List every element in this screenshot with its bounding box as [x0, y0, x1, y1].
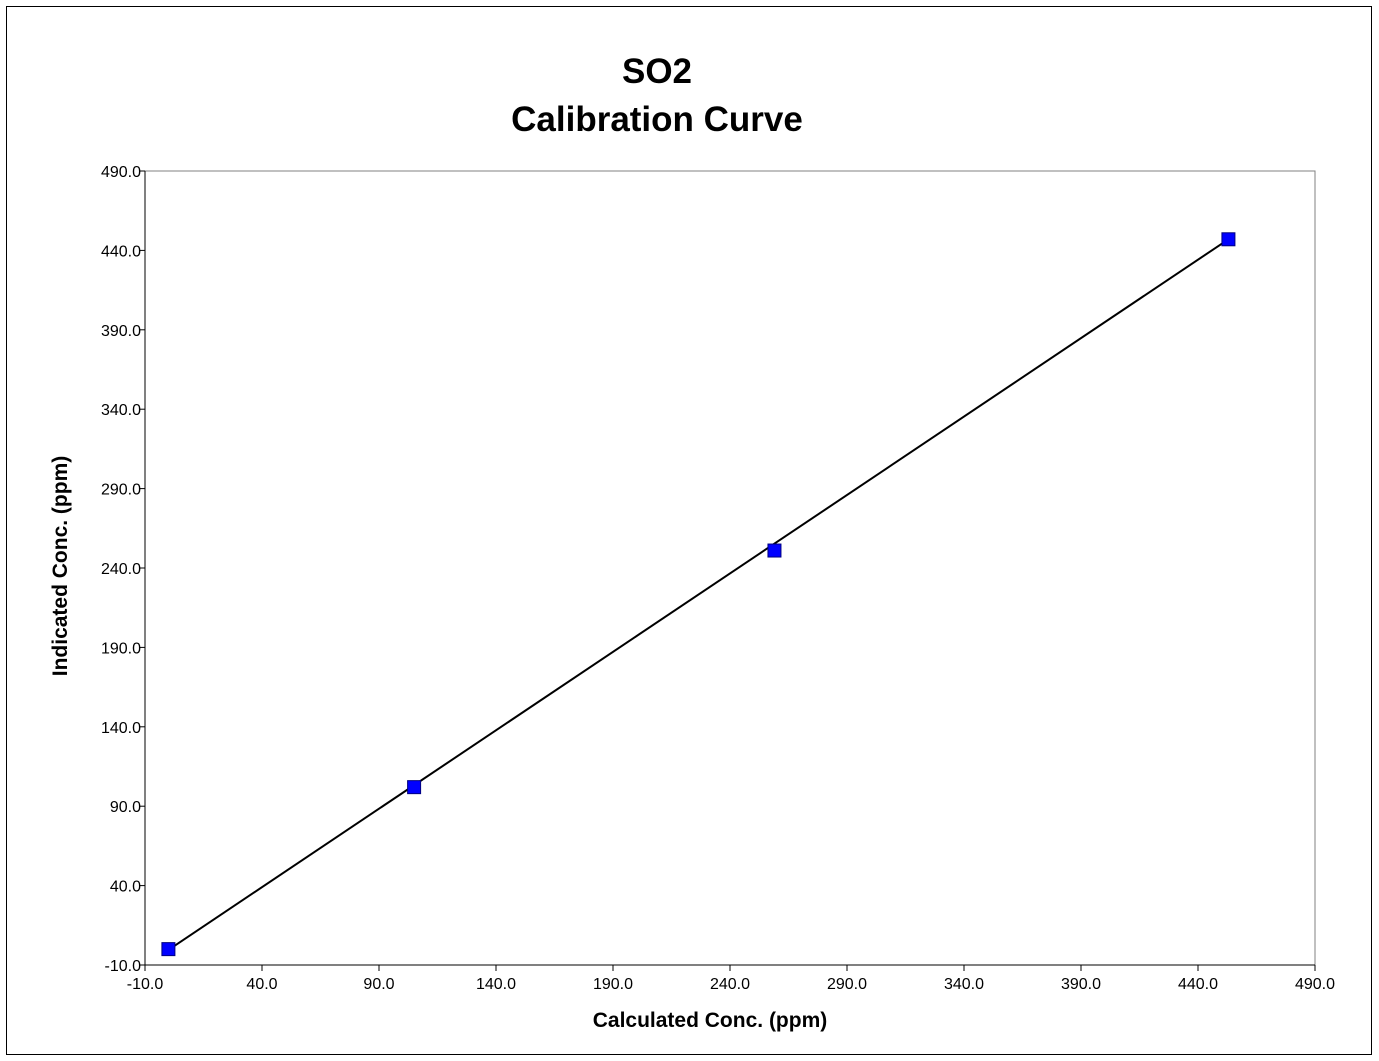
y-tick-label: 290.0 — [101, 482, 141, 499]
y-tick-label: 490.0 — [101, 164, 141, 181]
chart-title-line-1: SO2 — [622, 52, 692, 91]
y-axis-ticks: -10.0 40.0 90.0 140.0 190.0 240.0 290.0 340.0 39… — [101, 164, 145, 975]
x-tick-label: 140.0 — [476, 976, 516, 993]
trend-line — [167, 238, 1229, 951]
x-tick-label: 190.0 — [593, 976, 633, 993]
y-tick-label: -10.0 — [105, 958, 142, 975]
y-tick-label: 390.0 — [101, 323, 141, 340]
plot-area — [144, 170, 1316, 966]
x-tick-label: 90.0 — [363, 976, 394, 993]
y-tick-label: 140.0 — [101, 720, 141, 737]
x-tick-label: -10.0 — [127, 976, 164, 993]
y-tick-label: 440.0 — [101, 243, 141, 260]
chart-frame — [6, 6, 1372, 1055]
chart-title: SO2 Calibration Curve — [511, 52, 803, 139]
axes — [144, 171, 1315, 966]
y-tick-label: 240.0 — [101, 561, 141, 578]
y-tick-label: 40.0 — [110, 879, 141, 896]
series-layer — [161, 232, 1236, 957]
x-tick-label: 490.0 — [1295, 976, 1335, 993]
y-tick-label: 340.0 — [101, 402, 141, 419]
y-axis-title: Indicated Conc. (ppm) — [49, 456, 72, 677]
x-tick-label: 390.0 — [1061, 976, 1101, 993]
y-tick-label: 90.0 — [110, 799, 141, 816]
chart-title-line-2: Calibration Curve — [511, 100, 803, 139]
data-point — [1221, 232, 1236, 247]
x-tick-label: 340.0 — [944, 976, 984, 993]
x-axis-ticks: -10.0 40.0 90.0 140.0 190.0 240.0 290.0 340.0 39… — [127, 965, 1335, 993]
x-tick-label: 440.0 — [1178, 976, 1218, 993]
x-tick-label: 40.0 — [246, 976, 277, 993]
x-tick-label: 290.0 — [827, 976, 867, 993]
y-tick-label: 190.0 — [101, 640, 141, 657]
x-axis-title: Calculated Conc. (ppm) — [593, 1009, 828, 1032]
data-point — [767, 543, 782, 558]
x-tick-label: 240.0 — [710, 976, 750, 993]
data-point — [161, 942, 176, 957]
data-point — [407, 780, 422, 795]
